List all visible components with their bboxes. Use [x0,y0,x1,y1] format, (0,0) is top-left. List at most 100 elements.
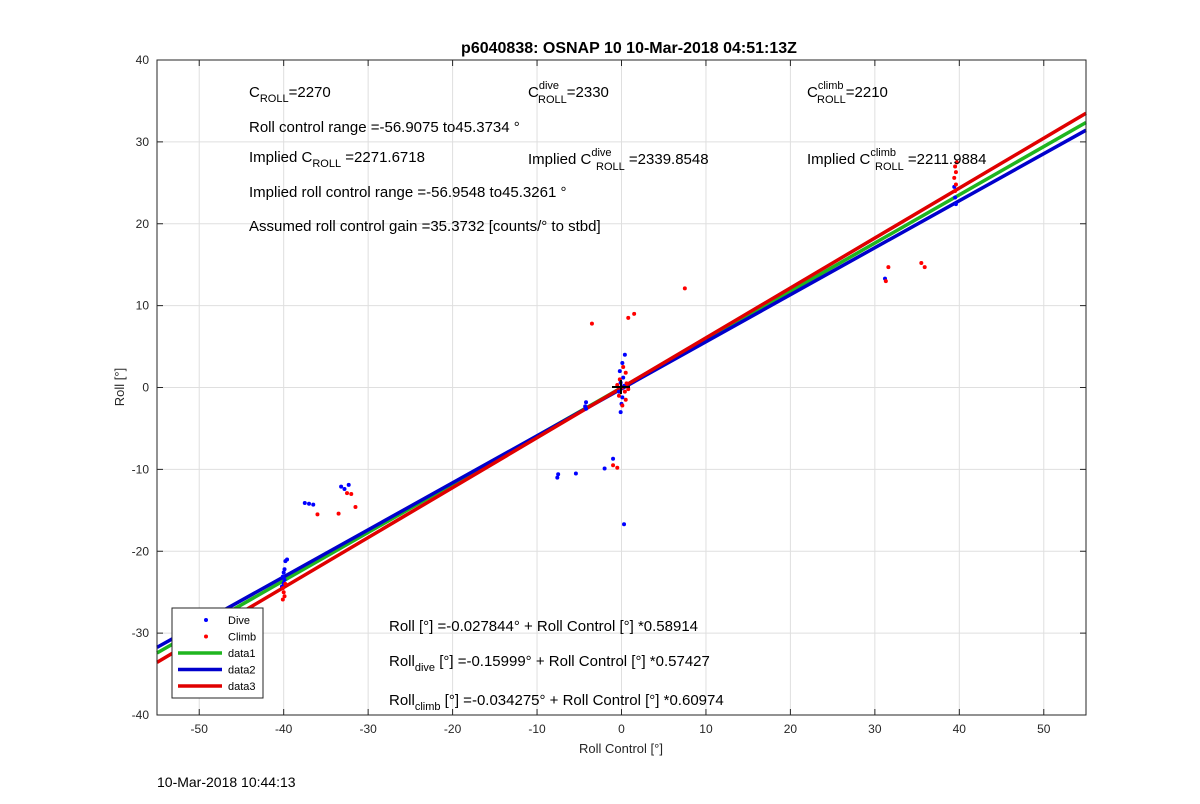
fit-all-annotation: Roll [°] =-0.027844° + Roll Control [°] … [389,618,698,635]
point-climb [954,160,959,165]
gain-annotation: Assumed roll control gain =35.3732 [coun… [249,218,601,235]
point-climb [315,512,320,517]
point-climb [353,505,358,510]
point-climb [349,491,354,496]
legend: Dive Climb data1 data2 data3 [171,607,264,699]
y-axis-label: Roll [°] [112,368,127,406]
point-dive [617,369,622,374]
y-tick-label: -40 [132,708,150,722]
point-dive [282,567,287,572]
legend-marker-dive [204,618,208,622]
origin-marker [612,380,630,394]
y-tick-label: -20 [132,544,150,558]
y-tick-label: 30 [136,135,150,149]
point-climb [280,586,285,591]
point-dive [302,500,307,505]
point-climb [953,189,958,193]
x-tick-label: 30 [868,722,882,736]
x-tick-label: 50 [1037,722,1051,736]
point-climb [336,511,341,516]
point-dive [281,570,286,575]
y-tick-label: 40 [136,53,150,67]
c-roll-annotation: CROLL=2270 [249,84,331,105]
fit-dive-annotation: Rolldive [°] =-0.15999° + Roll Control [… [389,653,710,674]
timestamp-footer: 10-Mar-2018 10:44:13 [157,774,296,790]
x-tick-label: -40 [275,722,293,736]
point-climb [953,170,958,175]
point-climb [615,465,620,470]
point-climb [632,311,637,316]
y-tick-label: 10 [136,299,150,313]
x-tick-label: -50 [191,722,209,736]
point-dive [573,471,578,476]
point-climb [922,265,927,270]
point-dive [622,522,627,527]
point-dive [618,410,623,415]
point-climb [282,594,287,599]
point-climb [623,370,628,375]
c-roll-dive-annotation: Cdive ROLL=2330 [528,80,609,106]
point-climb [682,286,687,291]
x-tick-label: 10 [699,722,713,736]
y-tick-label: -30 [132,626,150,640]
fit-climb-annotation: Rollclimb [°] =-0.034275° + Roll Control… [389,692,724,713]
point-climb [281,590,286,595]
point-dive [307,501,312,506]
y-tick-label: -10 [132,462,150,476]
point-dive [616,389,621,394]
x-tick-label: 0 [618,722,625,736]
point-climb [589,321,594,326]
point-dive [555,475,560,480]
point-dive [285,557,290,562]
point-climb [886,265,891,270]
point-climb [283,582,288,586]
point-climb [611,463,616,468]
point-climb [626,387,631,392]
point-climb [624,381,629,386]
point-dive [953,195,958,200]
legend-label: data3 [228,681,256,693]
plot-border [156,59,1087,716]
point-climb [919,261,924,266]
implied-c-roll-annotation: Implied CROLL =2271.6718 [249,149,425,170]
legend-label: Dive [228,615,250,627]
implied-range-annotation: Implied roll control range =-56.9548 to4… [249,184,566,201]
point-climb [883,279,888,284]
implied-c-roll-dive-annotation: Implied Cdive ROLL =2339.8548 [528,147,709,173]
x-axis-label: Roll Control [°] [579,741,663,756]
point-climb [345,491,350,496]
axis-ticks: -50 -40 -30 -20 -10 0 10 20 30 40 50 -40 -30 -20 -10 0 1… [132,53,1086,736]
point-dive [953,202,958,207]
x-tick-label: -10 [528,722,546,736]
legend-label: data2 [228,665,256,677]
point-dive [602,466,607,471]
roll-control-range-annotation: Roll control range =-56.9075 to45.3734 ° [249,119,520,136]
point-dive [280,574,285,579]
point-dive [282,577,287,582]
point-dive [622,352,627,357]
point-climb [616,393,621,398]
x-tick-label: 20 [784,722,798,736]
point-climb [953,164,958,169]
point-dive [620,360,625,365]
point-climb [280,597,285,602]
legend-label: Climb [228,632,256,644]
x-tick-label: -30 [359,722,377,736]
point-climb [626,315,631,320]
point-climb [953,182,958,187]
point-dive [339,484,344,489]
point-dive [346,482,351,487]
legend-label: data1 [228,648,256,660]
legend-marker-climb [204,634,208,639]
point-dive [621,375,626,380]
point-dive [584,400,589,405]
point-dive [342,487,347,492]
point-climb [952,175,957,180]
y-tick-label: 0 [142,381,149,395]
c-roll-climb-annotation: Cclimb ROLL=2210 [807,80,888,106]
x-tick-label: -20 [444,722,462,736]
point-climb [623,397,628,402]
point-dive [584,406,589,411]
x-tick-label: 40 [953,722,967,736]
